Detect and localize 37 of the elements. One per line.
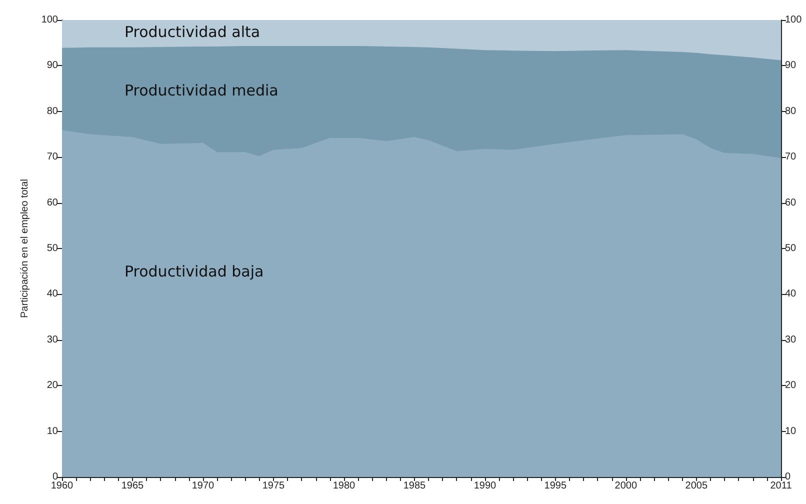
series-label: Productividad alta (124, 23, 260, 42)
x-tick-label: 1960 (50, 480, 74, 492)
x-tick-label: 1965 (121, 480, 144, 492)
x-tick-label: 2011 (770, 480, 792, 492)
y-axis-title: Participación en el empleo total (20, 179, 30, 318)
series-label: Productividad baja (124, 262, 264, 280)
y-tick-label: 80 (46, 106, 58, 117)
y2-tick-label: 30 (785, 334, 797, 346)
x-tick-label: 1995 (544, 480, 567, 492)
y-tick-label: 50 (46, 243, 58, 254)
y-tick-label: 30 (46, 334, 58, 346)
y-tick-label: 10 (46, 426, 58, 437)
y-tick-label: 0 (52, 472, 58, 482)
y2-tick-label: 100 (785, 14, 802, 26)
x-tick-label: 2000 (614, 480, 638, 492)
x-tick-label: 1990 (474, 480, 496, 492)
y-tick-label: 60 (46, 197, 58, 208)
y-tick-label: 40 (46, 288, 58, 300)
y2-tick-label: 40 (785, 288, 797, 300)
y2-tick-label: 80 (785, 106, 797, 117)
y2-tick-label: 60 (785, 197, 797, 208)
y-tick-label: 90 (46, 60, 58, 72)
y2-tick-label: 90 (785, 60, 797, 72)
x-tick-label: 1975 (262, 480, 286, 492)
series-label: Productividad media (124, 82, 278, 100)
x-tick-label: 2005 (685, 480, 708, 492)
y-tick-label: 100 (41, 14, 58, 26)
y2-tick-label: 0 (785, 472, 791, 482)
x-tick-label: 1985 (403, 480, 426, 492)
y2-tick-label: 70 (785, 152, 797, 163)
y2-tick-label: 50 (785, 243, 797, 254)
x-tick-label: 1970 (192, 480, 215, 492)
y2-tick-label: 20 (785, 380, 797, 392)
y-tick-label: 20 (46, 380, 58, 392)
y-tick-label: 70 (46, 152, 58, 163)
x-tick-label: 1980 (332, 480, 356, 492)
y2-tick-label: 10 (785, 426, 797, 437)
